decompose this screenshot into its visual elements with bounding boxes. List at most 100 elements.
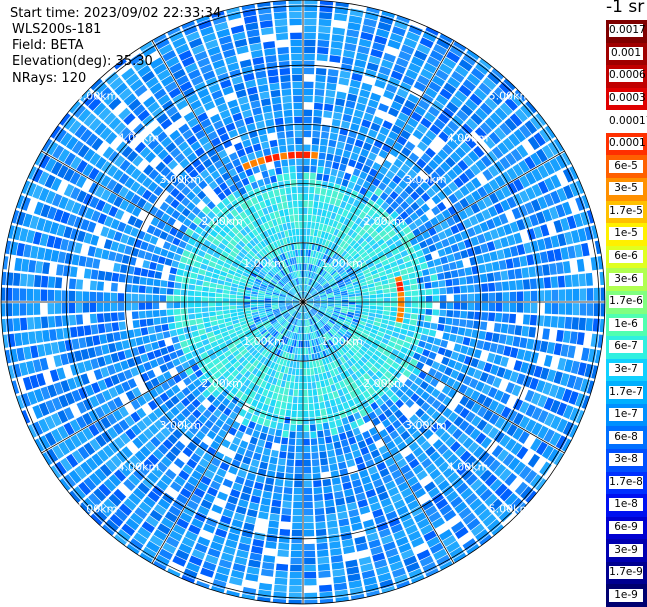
range-gate-cell bbox=[175, 349, 185, 357]
range-gate-cell bbox=[423, 530, 437, 542]
range-gate-cell bbox=[299, 361, 303, 369]
range-gate-cell bbox=[206, 201, 216, 210]
range-gate-cell bbox=[313, 116, 322, 124]
range-gate-cell bbox=[252, 538, 265, 548]
range-gate-cell bbox=[353, 411, 362, 420]
range-gate-cell bbox=[250, 326, 257, 332]
range-gate-cell bbox=[320, 295, 327, 299]
range-gate-cell bbox=[469, 132, 482, 144]
range-gate-cell bbox=[245, 266, 253, 272]
range-gate-cell bbox=[145, 294, 153, 302]
range-gate-cell bbox=[375, 335, 383, 342]
range-gate-cell bbox=[292, 361, 297, 369]
range-gate-cell bbox=[389, 446, 400, 457]
range-gate-cell bbox=[327, 449, 336, 458]
range-gate-cell bbox=[362, 430, 371, 440]
range-gate-cell bbox=[121, 339, 130, 350]
range-gate-cell bbox=[317, 549, 329, 557]
range-gate-cell bbox=[332, 252, 338, 259]
range-gate-cell bbox=[88, 97, 102, 112]
range-gate-cell bbox=[259, 410, 267, 419]
range-gate-cell bbox=[239, 440, 249, 449]
range-gate-cell bbox=[151, 341, 160, 350]
range-gate-cell bbox=[503, 513, 518, 528]
range-gate-cell bbox=[364, 190, 374, 199]
range-gate-cell bbox=[227, 193, 236, 203]
range-gate-cell bbox=[433, 456, 446, 468]
range-gate-cell bbox=[133, 468, 145, 481]
range-gate-cell bbox=[289, 280, 294, 287]
range-gate-cell bbox=[177, 169, 188, 180]
range-gate-cell bbox=[279, 305, 286, 309]
range-gate-cell bbox=[140, 241, 149, 251]
range-gate-cell bbox=[157, 339, 166, 348]
range-gate-cell bbox=[266, 434, 274, 443]
range-gate-cell bbox=[280, 365, 286, 373]
range-gate-cell bbox=[369, 298, 377, 302]
range-gate-cell bbox=[363, 223, 371, 232]
range-gate-cell bbox=[379, 166, 389, 176]
range-gate-cell bbox=[338, 77, 350, 86]
range-gate-cell bbox=[303, 291, 305, 299]
range-gate-cell bbox=[335, 98, 346, 107]
range-gate-cell bbox=[253, 267, 260, 273]
range-gate-cell bbox=[179, 371, 188, 380]
range-gate-cell bbox=[259, 185, 267, 194]
range-gate-cell bbox=[429, 451, 441, 462]
range-gate-cell bbox=[581, 347, 590, 362]
range-gate-cell bbox=[421, 499, 434, 511]
range-gate-cell bbox=[113, 396, 124, 408]
range-gate-cell bbox=[450, 243, 460, 253]
range-gate-cell bbox=[80, 244, 90, 256]
range-gate-cell bbox=[380, 534, 394, 545]
range-gate-cell bbox=[421, 230, 431, 240]
range-gate-cell bbox=[332, 484, 343, 492]
range-gate-cell bbox=[166, 288, 174, 295]
range-gate-cell bbox=[296, 304, 301, 311]
range-gate-cell bbox=[257, 156, 266, 165]
range-gate-cell bbox=[367, 378, 376, 386]
range-gate-cell bbox=[182, 320, 190, 327]
range-gate-cell bbox=[531, 407, 543, 421]
range-gate-cell bbox=[396, 169, 406, 179]
range-gate-cell bbox=[137, 526, 152, 540]
range-gate-cell bbox=[276, 264, 282, 271]
range-gate-cell bbox=[275, 273, 282, 280]
range-gate-cell bbox=[263, 555, 276, 563]
range-gate-cell bbox=[197, 190, 207, 200]
range-gate-cell bbox=[259, 432, 267, 441]
range-gate-cell bbox=[284, 480, 293, 488]
range-gate-cell bbox=[525, 187, 536, 200]
range-gate-cell bbox=[327, 392, 334, 400]
range-gate-cell bbox=[41, 316, 49, 329]
range-gate-cell bbox=[201, 291, 209, 297]
range-gate-cell bbox=[293, 298, 300, 301]
range-gate-cell bbox=[550, 174, 562, 189]
range-gate-cell bbox=[76, 326, 85, 337]
range-gate-cell bbox=[245, 79, 257, 89]
range-gate-cell bbox=[334, 382, 342, 390]
range-gate-cell bbox=[555, 204, 566, 218]
range-gate-cell bbox=[316, 275, 322, 282]
range-gate-cell bbox=[230, 208, 239, 217]
range-gate-cell bbox=[132, 437, 144, 449]
range-gate-cell bbox=[337, 281, 345, 286]
range-gate-cell bbox=[187, 237, 197, 246]
range-gate-cell bbox=[295, 368, 300, 376]
range-gate-cell bbox=[304, 585, 317, 593]
range-gate-cell bbox=[348, 307, 356, 310]
range-gate-cell bbox=[276, 255, 282, 263]
range-gate-cell bbox=[112, 409, 124, 422]
range-gate-cell bbox=[130, 399, 141, 410]
range-gate-cell bbox=[369, 305, 377, 310]
range-gate-cell bbox=[332, 336, 338, 343]
range-gate-cell bbox=[143, 361, 152, 372]
range-gate-cell bbox=[308, 396, 314, 404]
range-gate-cell bbox=[365, 235, 373, 243]
range-gate-cell bbox=[276, 333, 282, 340]
range-gate-cell bbox=[80, 373, 90, 386]
range-gate-cell bbox=[316, 53, 328, 62]
range-gate-cell bbox=[244, 310, 252, 315]
range-gate-cell bbox=[310, 368, 315, 375]
range-gate-cell bbox=[274, 340, 280, 348]
